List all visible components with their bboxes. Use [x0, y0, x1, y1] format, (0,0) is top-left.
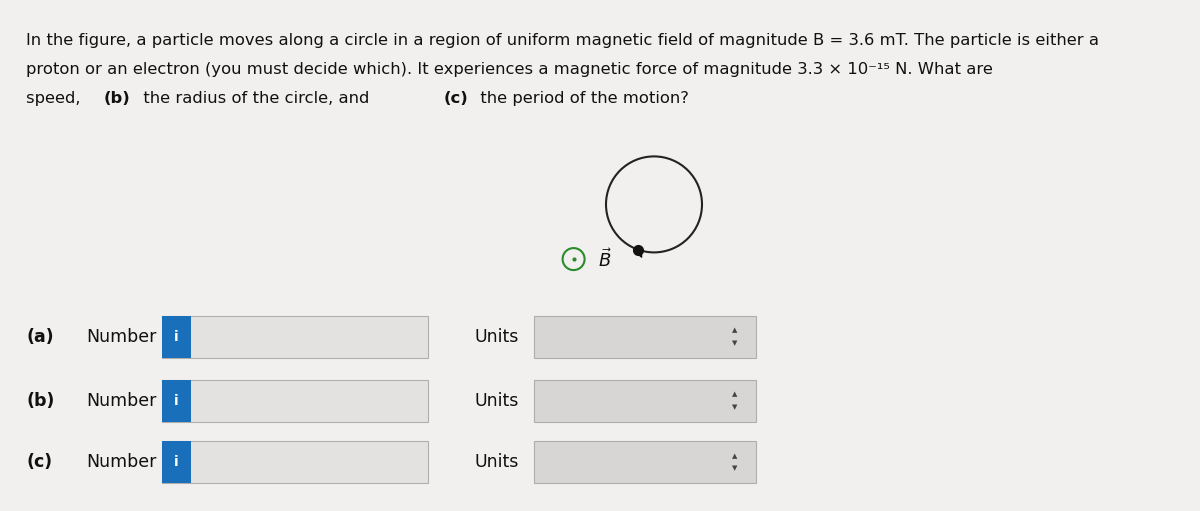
Text: Number: Number	[86, 453, 157, 471]
Text: Number: Number	[86, 328, 157, 346]
FancyBboxPatch shape	[162, 441, 428, 483]
Text: i: i	[174, 455, 179, 469]
Text: (c): (c)	[26, 453, 53, 471]
Text: (a): (a)	[26, 328, 54, 346]
FancyBboxPatch shape	[534, 380, 756, 422]
Text: proton or an electron (you must decide which). It experiences a magnetic force o: proton or an electron (you must decide w…	[26, 62, 998, 77]
Text: Units: Units	[474, 391, 518, 410]
Text: ▲: ▲	[732, 391, 737, 398]
FancyBboxPatch shape	[534, 441, 756, 483]
Text: ▼: ▼	[732, 340, 737, 346]
Text: (b): (b)	[26, 391, 55, 410]
Text: In the figure, a particle moves along a circle in a region of uniform magnetic f: In the figure, a particle moves along a …	[26, 33, 1099, 48]
Text: (c): (c)	[443, 91, 468, 106]
Text: Number: Number	[86, 391, 157, 410]
Text: speed,: speed,	[26, 91, 86, 106]
Text: Units: Units	[474, 328, 518, 346]
Text: ▲: ▲	[732, 328, 737, 334]
FancyBboxPatch shape	[162, 380, 428, 422]
FancyBboxPatch shape	[162, 441, 191, 483]
FancyBboxPatch shape	[162, 316, 428, 358]
Text: (b): (b)	[103, 91, 131, 106]
Text: ▼: ▼	[732, 404, 737, 410]
Text: the period of the motion?: the period of the motion?	[475, 91, 689, 106]
FancyBboxPatch shape	[534, 316, 756, 358]
Text: the radius of the circle, and: the radius of the circle, and	[138, 91, 374, 106]
FancyBboxPatch shape	[162, 380, 191, 422]
Text: $\vec{B}$: $\vec{B}$	[598, 248, 612, 270]
Text: Units: Units	[474, 453, 518, 471]
FancyBboxPatch shape	[162, 316, 191, 358]
Text: ▼: ▼	[732, 465, 737, 471]
Text: i: i	[174, 330, 179, 344]
Text: ▲: ▲	[732, 453, 737, 459]
Text: i: i	[174, 393, 179, 408]
